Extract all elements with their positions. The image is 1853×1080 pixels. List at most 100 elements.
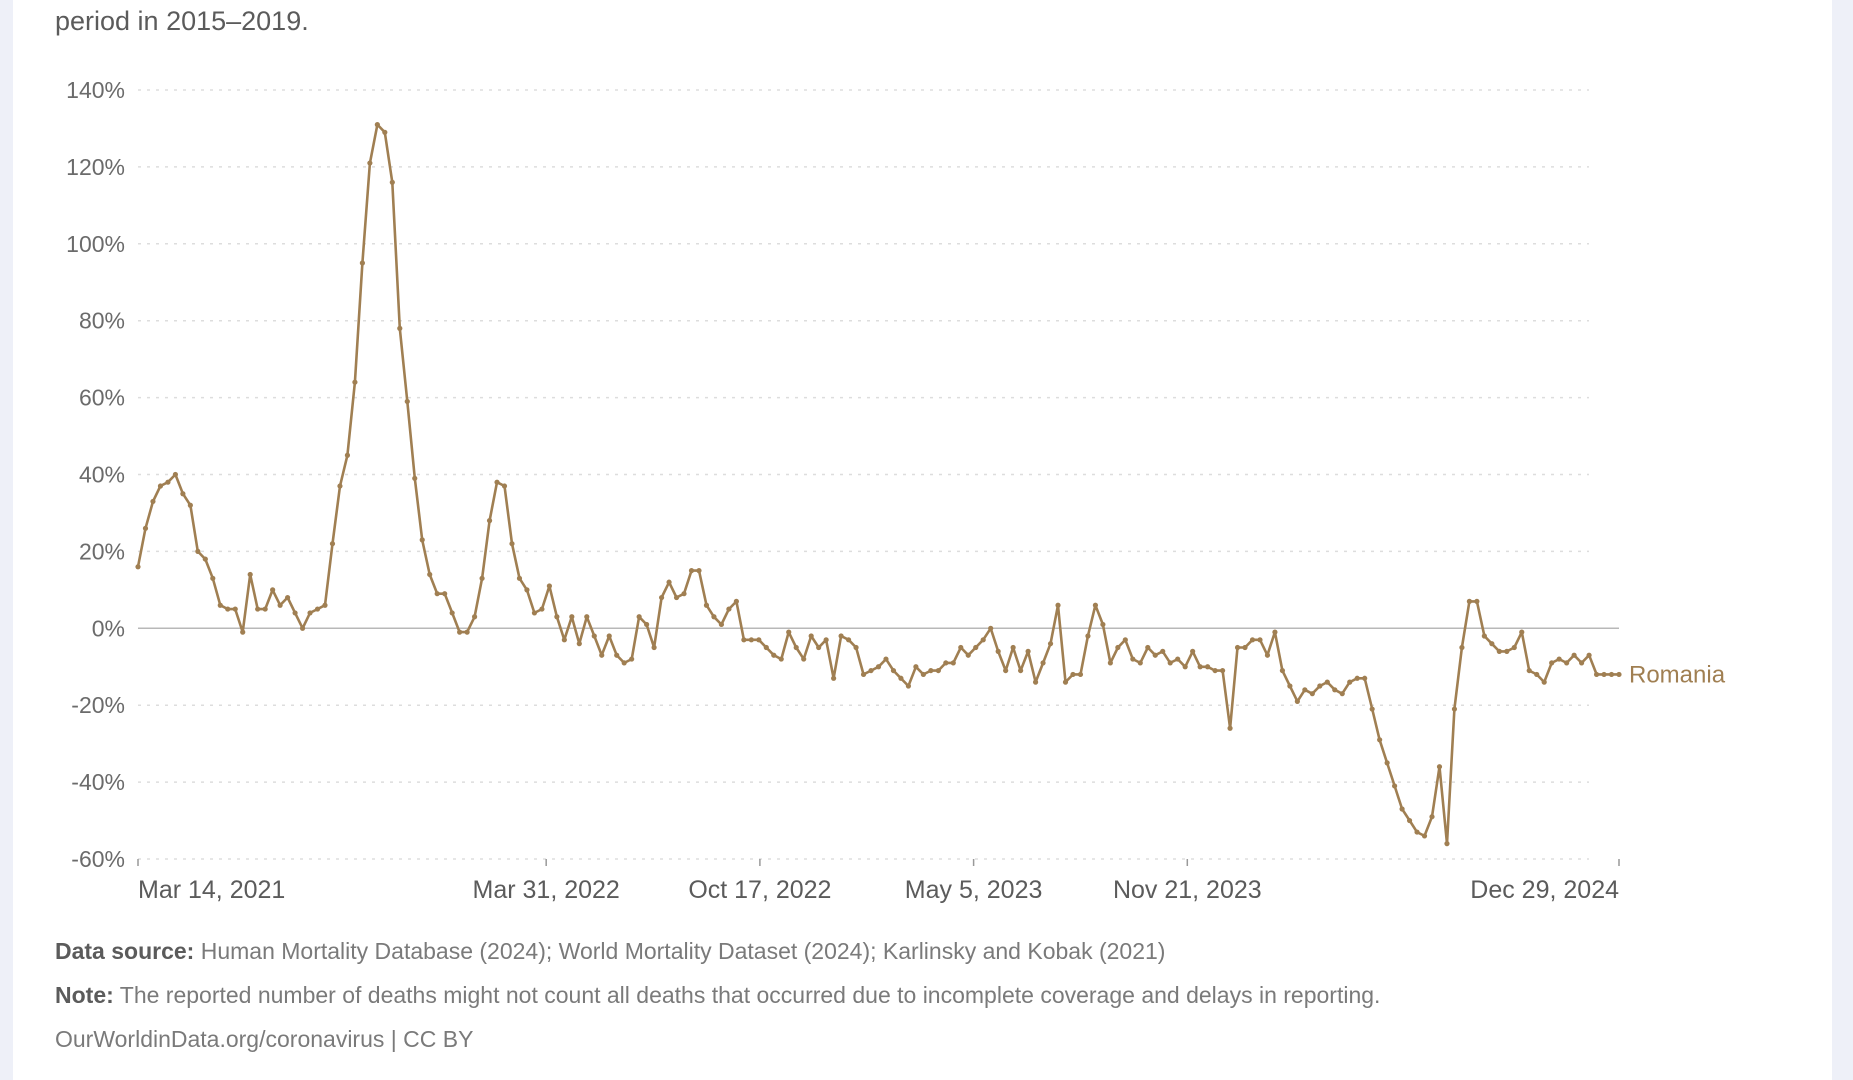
data-point — [247, 571, 253, 578]
data-point — [412, 475, 418, 481]
line-chart: -60% -40% -20% 0% 20% 40% 60% 80% 100% 120% 140% Ma… — [66, 77, 1726, 904]
data-point — [1593, 671, 1600, 678]
y-tick-label: -20% — [71, 692, 125, 718]
data-point — [449, 610, 455, 616]
data-point — [232, 606, 238, 612]
credit-link[interactable]: OurWorldinData.org/coronavirus — [55, 1026, 385, 1052]
data-point — [1160, 648, 1166, 654]
data-point — [442, 591, 448, 597]
data-point — [1272, 629, 1278, 635]
data-point — [1077, 671, 1084, 678]
data-point — [352, 379, 358, 385]
x-tick-label: Nov 21, 2023 — [1113, 876, 1262, 904]
data-point — [651, 644, 657, 651]
data-point — [1519, 629, 1525, 635]
data-point — [1459, 644, 1465, 651]
data-point — [1055, 602, 1061, 608]
data-point — [150, 498, 156, 505]
data-point — [1362, 675, 1368, 681]
data-point — [1287, 683, 1293, 689]
data-point — [307, 610, 313, 616]
data-point — [1466, 598, 1473, 604]
data-point — [890, 667, 897, 674]
data-point — [1309, 691, 1315, 697]
data-point — [913, 664, 919, 670]
data-point — [195, 548, 201, 555]
data-point — [943, 660, 949, 666]
data-point — [1205, 664, 1211, 670]
data-point — [1354, 675, 1360, 681]
data-point — [973, 644, 979, 651]
data-point — [958, 644, 964, 651]
data-point — [1526, 667, 1532, 674]
data-point — [614, 652, 620, 658]
data-point — [1070, 671, 1076, 678]
data-point — [1010, 644, 1016, 651]
data-point — [457, 629, 463, 635]
data-point — [1384, 760, 1390, 766]
data-point — [322, 602, 328, 608]
data-point — [1339, 691, 1345, 697]
data-point — [1369, 706, 1375, 712]
data-point — [868, 667, 874, 674]
data-point — [1003, 667, 1009, 674]
data-point — [1294, 698, 1300, 704]
data-point — [1332, 687, 1338, 693]
data-point — [1549, 660, 1555, 666]
data-point — [255, 606, 261, 612]
data-point — [853, 644, 859, 651]
data-point — [427, 571, 433, 578]
data-point — [1047, 641, 1054, 647]
data-point — [172, 471, 178, 478]
data-point — [225, 606, 231, 612]
credit: OurWorldinData.org/coronavirus | CC BY — [55, 1026, 473, 1053]
data-point — [658, 594, 665, 601]
data-point — [180, 491, 186, 497]
data-point — [629, 656, 635, 662]
data-point — [554, 614, 560, 620]
data-point — [217, 602, 223, 608]
data-point — [479, 575, 485, 581]
data-point — [1444, 841, 1450, 847]
data-point — [1579, 660, 1585, 666]
data-point — [1137, 660, 1143, 666]
data-point — [1092, 602, 1099, 608]
data-point — [142, 525, 149, 531]
data-point — [980, 637, 986, 643]
data-point — [644, 621, 650, 628]
data-point — [681, 591, 687, 597]
data-point — [935, 667, 941, 674]
data-point — [1451, 706, 1458, 712]
y-tick-label: 20% — [79, 538, 125, 564]
data-point — [1347, 679, 1353, 685]
y-tick-label: 100% — [66, 231, 125, 257]
data-point — [1601, 671, 1607, 678]
data-point — [793, 644, 799, 651]
data-point — [1496, 648, 1502, 654]
data-point — [726, 606, 732, 612]
y-tick-label: 60% — [79, 385, 125, 411]
data-point — [1085, 633, 1091, 639]
data-point — [1182, 664, 1188, 670]
data-point — [576, 641, 582, 647]
data-point — [621, 660, 627, 666]
data-point — [636, 614, 642, 620]
data-point — [741, 637, 747, 643]
data-point — [1279, 667, 1286, 674]
data-point — [539, 606, 545, 612]
data-point — [292, 610, 298, 616]
data-point — [845, 637, 852, 643]
data-point — [1324, 679, 1330, 685]
data-point — [1190, 648, 1196, 654]
data-point — [1571, 652, 1577, 658]
data-point — [831, 675, 837, 681]
data-point — [486, 518, 493, 524]
data-point — [1556, 656, 1562, 662]
data-point — [1414, 829, 1420, 835]
data-point — [1219, 667, 1226, 674]
data-point — [270, 587, 276, 593]
data-point — [344, 452, 351, 458]
data-point — [1234, 644, 1241, 651]
data-point — [314, 606, 321, 612]
data-point — [516, 575, 523, 581]
